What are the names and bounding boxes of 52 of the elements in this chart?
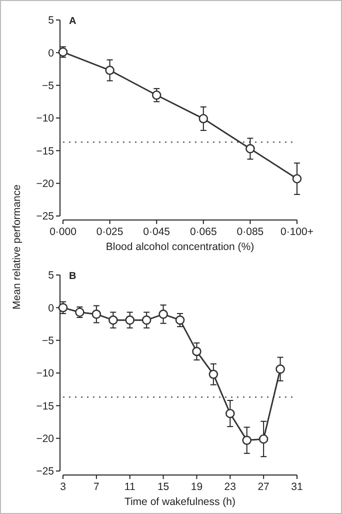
point	[158, 310, 168, 319]
x-tick-label: 0·045	[143, 226, 170, 238]
x-tick-label: 7	[94, 481, 100, 493]
point	[208, 370, 218, 379]
x-axis-title: Blood alcohol concentration (%)	[106, 241, 254, 253]
point	[258, 434, 268, 444]
y-tick-label: −10	[36, 112, 54, 125]
point	[152, 90, 162, 100]
y-tick-label: −25	[36, 466, 54, 478]
y-tick-label: −15	[36, 400, 54, 412]
y-tick-label: −20	[36, 178, 54, 190]
y-tick-label: 0	[48, 302, 54, 314]
point	[175, 315, 185, 325]
point	[292, 174, 302, 184]
point	[198, 114, 208, 124]
point	[125, 315, 135, 325]
point	[242, 436, 252, 445]
point	[58, 303, 68, 312]
y-tick-label: 0	[48, 47, 54, 60]
x-axis-title: Time of wakefulness (h)	[124, 496, 236, 508]
x-tick-label: 11	[124, 481, 136, 493]
y-tick-label: −5	[42, 335, 54, 348]
y-tick-label: −20	[36, 433, 54, 446]
x-tick-label: 15	[157, 481, 170, 493]
point	[192, 346, 202, 356]
point	[142, 315, 152, 325]
x-tick-label: 0·025	[96, 226, 124, 238]
point	[108, 315, 118, 325]
point	[246, 144, 255, 154]
y-tick-label: 5	[48, 270, 54, 282]
point	[225, 408, 235, 418]
x-tick-label: 3	[60, 481, 66, 493]
x-tick-label: 0·065	[190, 226, 217, 238]
y-tick-label: −10	[36, 368, 54, 380]
point	[92, 310, 102, 319]
x-tick-label: 0·000	[50, 226, 77, 238]
x-tick-label: 31	[291, 481, 303, 493]
point	[105, 66, 114, 75]
x-tick-label: 19	[190, 481, 203, 493]
chart-title: B	[69, 271, 76, 282]
x-tick-label: 0·085	[236, 226, 264, 238]
y-axis-title: Mean relative performance	[11, 184, 23, 310]
chart-title: A	[69, 16, 76, 27]
y-tick-label: −5	[42, 80, 54, 92]
y-tick-label: −25	[36, 210, 54, 223]
x-tick-label: 0·100+	[280, 226, 314, 238]
x-tick-label: 23	[224, 481, 236, 493]
point	[276, 364, 285, 374]
point	[58, 47, 68, 57]
y-tick-label: 5	[48, 14, 54, 27]
x-tick-label: 27	[258, 481, 270, 493]
y-tick-label: −15	[36, 145, 54, 158]
